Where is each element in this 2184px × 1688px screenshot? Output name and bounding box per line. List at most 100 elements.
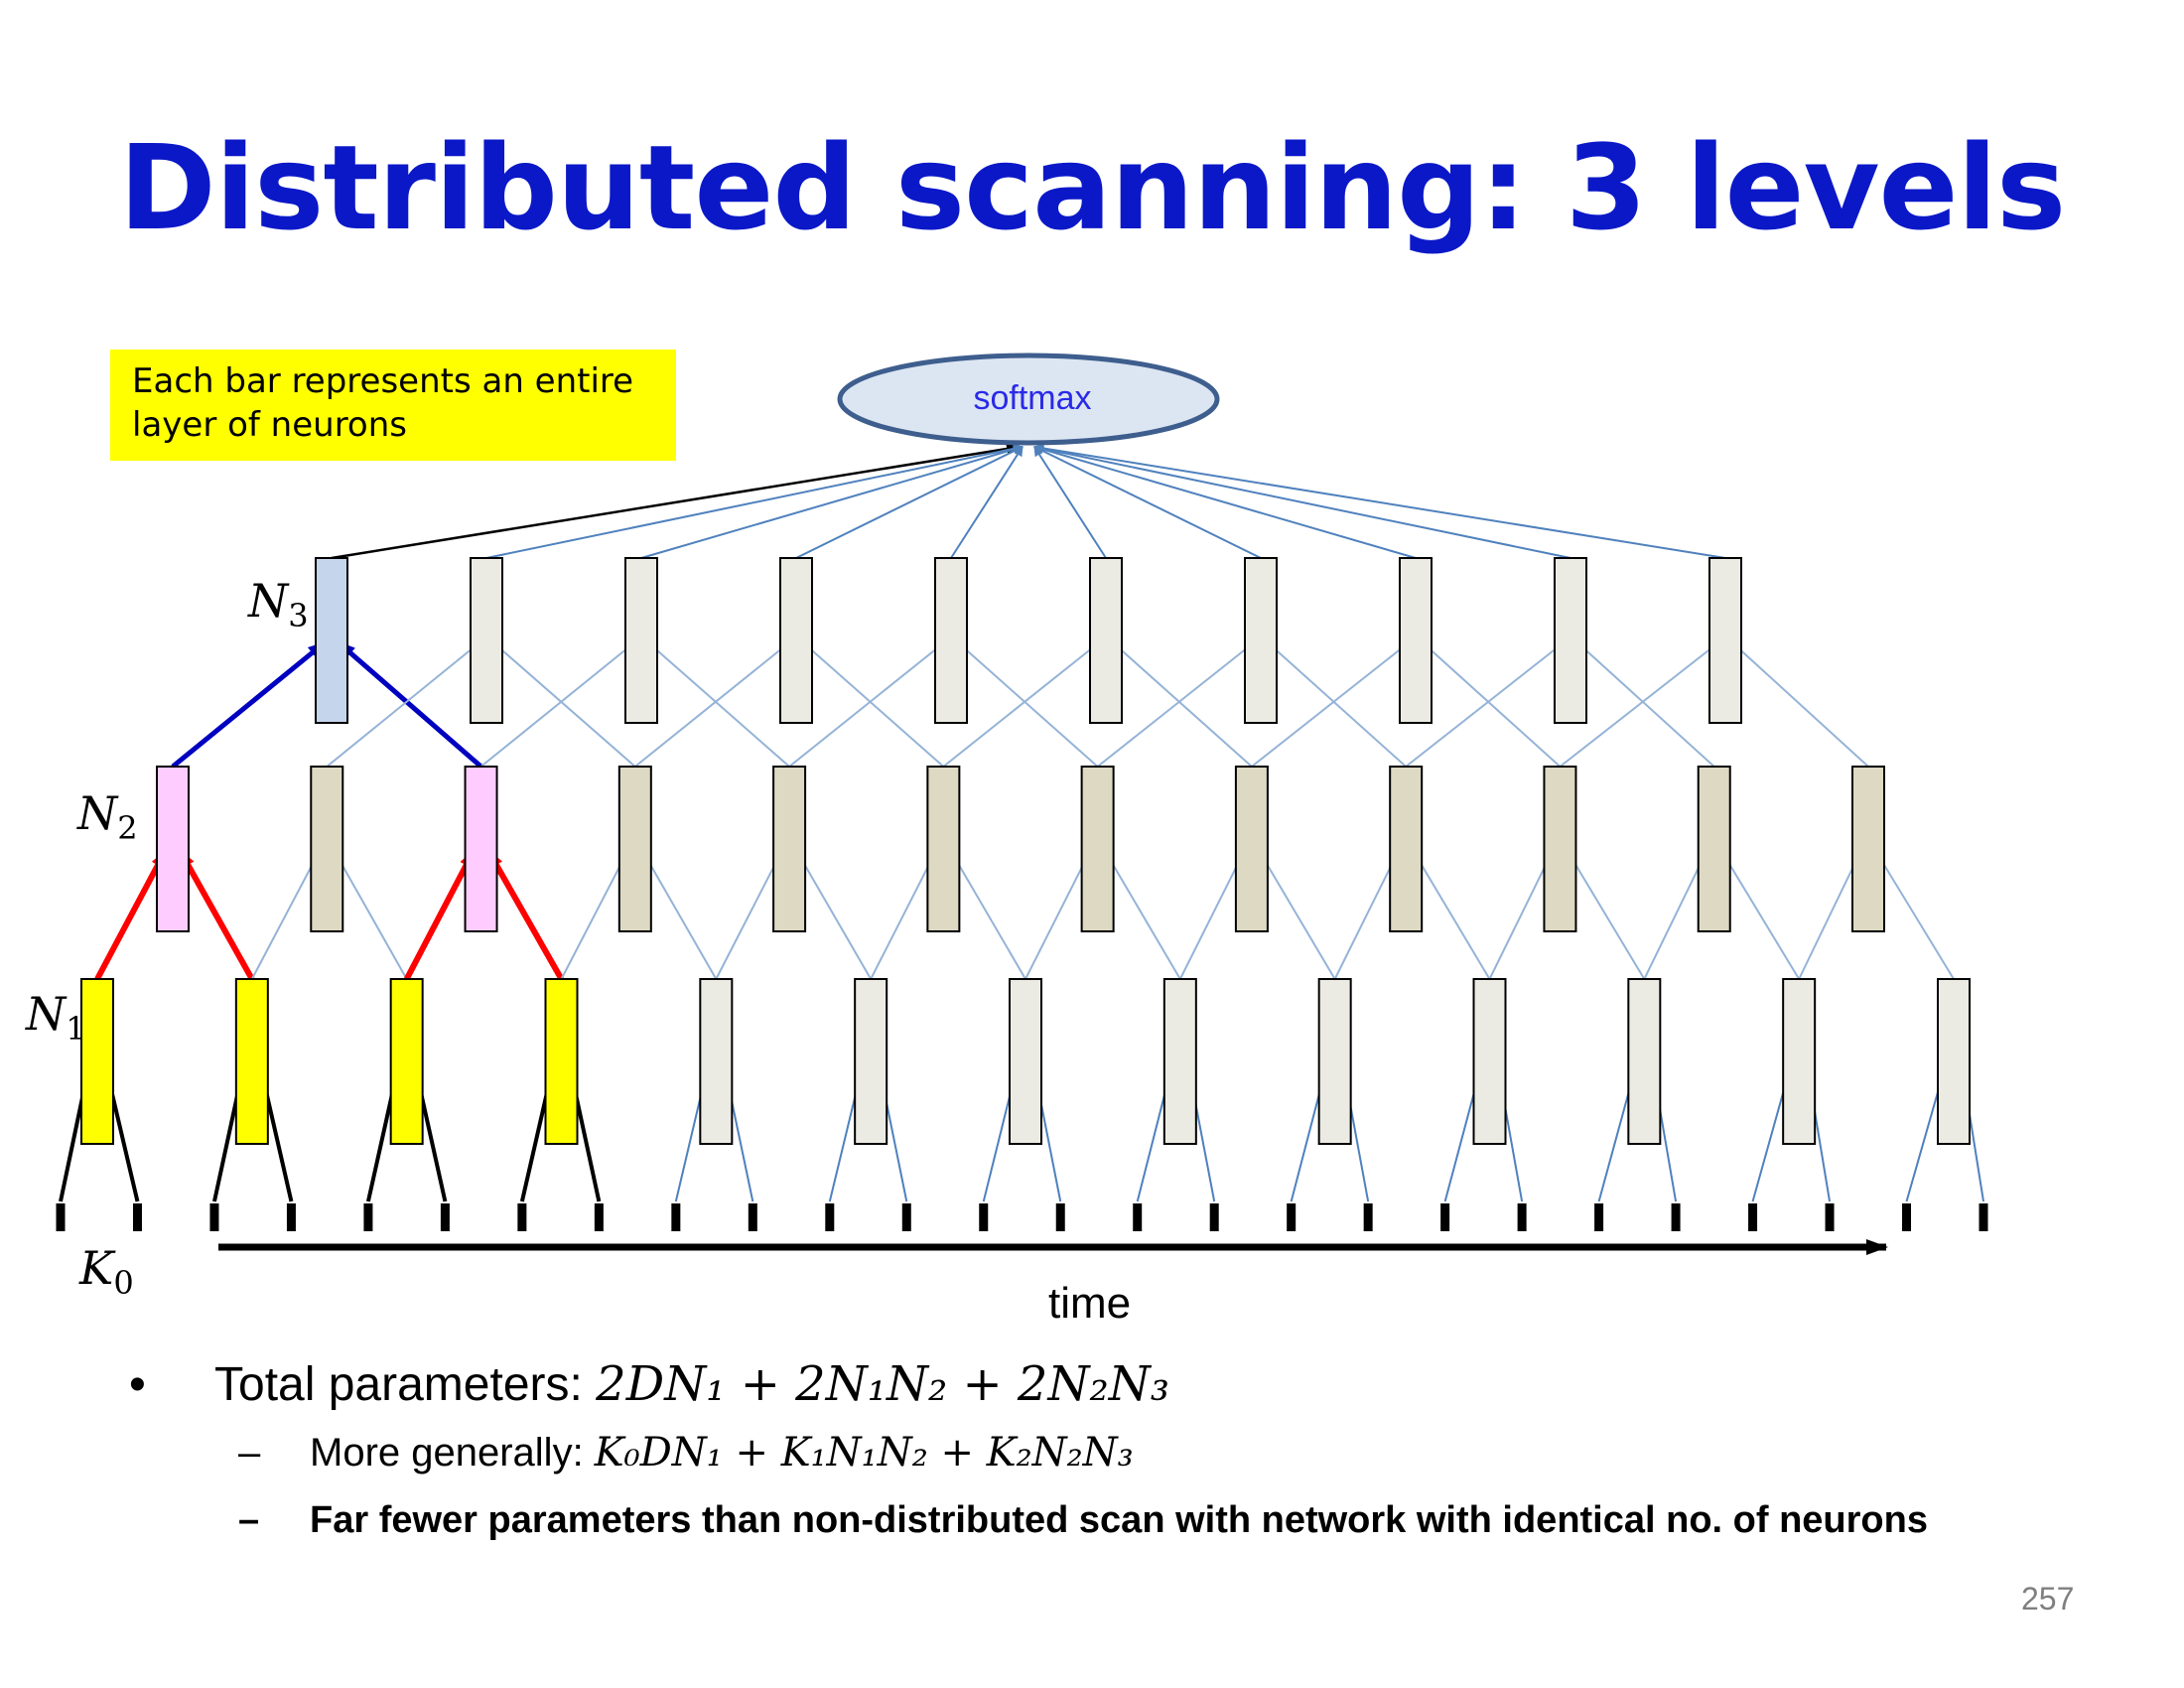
formula-general: K₀DN₁ + K₁N₁N₂ + K₂N₂N₃ <box>594 1430 1134 1476</box>
edge-n1-n2 <box>560 851 628 980</box>
n2-layer-bar <box>1697 766 1731 932</box>
edge-n2-n3 <box>337 641 483 769</box>
bullet-text: Far fewer parameters than non-distribute… <box>310 1499 1928 1541</box>
edge-n1-n2 <box>1875 851 1955 980</box>
edge-n1-n2 <box>334 851 408 980</box>
edge-n1-n2 <box>1413 851 1491 980</box>
n1-layer-bar <box>389 978 424 1145</box>
n2-layer-bar <box>1234 766 1269 932</box>
edge-n3-softmax <box>795 446 1024 559</box>
n1-layer-bar <box>1317 978 1352 1145</box>
n3-layer-bar <box>934 557 968 724</box>
edge-n2-n3 <box>942 642 1099 768</box>
n1-layer-bar <box>80 978 114 1145</box>
edge-n2-n3 <box>1732 642 1869 768</box>
edge-n2-n3 <box>1113 642 1253 768</box>
n2-layer-bar <box>156 766 190 932</box>
n1-layer-bar <box>699 978 734 1145</box>
edge-n1-n2 <box>94 849 168 981</box>
edge-n2-n3 <box>634 642 789 768</box>
edge-n1-n2 <box>1798 851 1861 980</box>
edge-n2-n3 <box>326 642 479 768</box>
n1-layer-bar <box>544 978 579 1145</box>
edge-n1-n2 <box>1720 851 1801 980</box>
n3-layer-bar <box>1554 557 1587 724</box>
connection-edges <box>59 442 1984 1202</box>
edge-n3-softmax <box>1033 446 1262 559</box>
edge-n1-n2 <box>178 849 255 981</box>
n3-layer-bar <box>779 557 813 724</box>
edge-n3-softmax <box>1033 446 1107 559</box>
n1-layer-bar <box>1009 978 1042 1145</box>
n3-layer-bar <box>315 557 348 724</box>
edge-n2-n3 <box>1268 642 1407 768</box>
formula-total: 2DN₁ + 2N₁N₂ + 2N₂N₃ <box>596 1356 1169 1412</box>
note-callout: Each bar represents an entire layer of n… <box>110 350 676 461</box>
n3-layer-bar <box>1399 557 1433 724</box>
n2-layer-bar <box>617 766 652 932</box>
bullet-text: Total parameters: <box>214 1358 597 1411</box>
n1-layer-bar <box>1472 978 1507 1145</box>
n3-layer-bar <box>1708 557 1742 724</box>
n3-layer-bar <box>624 557 658 724</box>
edge-n1-n2 <box>870 851 937 980</box>
edge-n2-n3 <box>803 642 945 768</box>
slide-title: Distributed scanning: 3 levels <box>118 119 2066 256</box>
n2-layer-bar <box>1543 766 1577 932</box>
n2-layer-bar <box>310 766 344 932</box>
n3-layer-bar <box>1089 557 1123 724</box>
edge-n1-n2 <box>1567 851 1646 980</box>
level-label-n2: N2 <box>77 786 138 848</box>
edge-n2-n3 <box>479 642 634 768</box>
n3-layer-bar <box>1244 557 1278 724</box>
edge-n1-n2 <box>485 849 565 981</box>
edge-n1-n2 <box>641 851 718 980</box>
softmax-node <box>837 352 1220 446</box>
n2-layer-bar <box>926 766 961 932</box>
edge-n2-n3 <box>1097 642 1254 768</box>
level-label-n3: N3 <box>248 574 309 635</box>
edge-n3-softmax <box>1033 444 1417 559</box>
edge-n1-n2 <box>404 849 477 981</box>
edge-n2-n3 <box>788 642 944 768</box>
edge-n3-softmax <box>1033 443 1726 559</box>
edge-n1-n2 <box>1488 851 1554 980</box>
edge-n2-n3 <box>1423 642 1562 768</box>
edge-n2-n3 <box>1405 642 1564 768</box>
edge-n3-softmax <box>640 444 1024 559</box>
edge-n3-softmax <box>485 443 1024 559</box>
n2-layer-bar <box>464 766 498 932</box>
level-label-k0: K0 <box>79 1241 134 1303</box>
n2-layer-bar <box>1389 766 1424 932</box>
n2-layer-bar <box>1080 766 1115 932</box>
n2-layer-bar <box>1851 766 1885 932</box>
edge-n1-n2 <box>1104 851 1181 980</box>
input-ticks <box>56 1203 1988 1231</box>
n1-layer-bar <box>1627 978 1662 1145</box>
edge-n1-n2 <box>1333 851 1400 980</box>
n1-layer-bar <box>1937 978 1971 1145</box>
edge-n1-n2 <box>950 851 1026 980</box>
edge-n2-n3 <box>1251 642 1409 768</box>
time-label: time <box>1048 1279 1132 1328</box>
edge-n1-n2 <box>1178 851 1245 980</box>
bullet-mark: • <box>129 1358 146 1411</box>
softmax-label: softmax <box>973 379 1092 417</box>
edge-n2-n3 <box>1577 642 1715 768</box>
edge-n3-softmax <box>950 446 1024 559</box>
edge-n1-n2 <box>1643 851 1707 980</box>
bullet-text: More generally: <box>310 1431 595 1475</box>
n1-layer-bar <box>1782 978 1817 1145</box>
level-label-n1: N1 <box>26 987 86 1049</box>
n1-layer-bar <box>234 978 269 1145</box>
edge-n2-n3 <box>958 642 1099 768</box>
n2-layer-bar <box>772 766 807 932</box>
bullet-far-fewer: – Far fewer parameters than non-distribut… <box>238 1499 1928 1542</box>
dash-mark: – <box>238 1431 261 1475</box>
edge-n3-softmax <box>1033 443 1571 559</box>
edge-n3-softmax <box>331 442 1021 560</box>
edge-n1-n2 <box>1259 851 1336 980</box>
edge-n1-n2 <box>250 851 321 980</box>
edge-n2-n3 <box>648 642 790 768</box>
